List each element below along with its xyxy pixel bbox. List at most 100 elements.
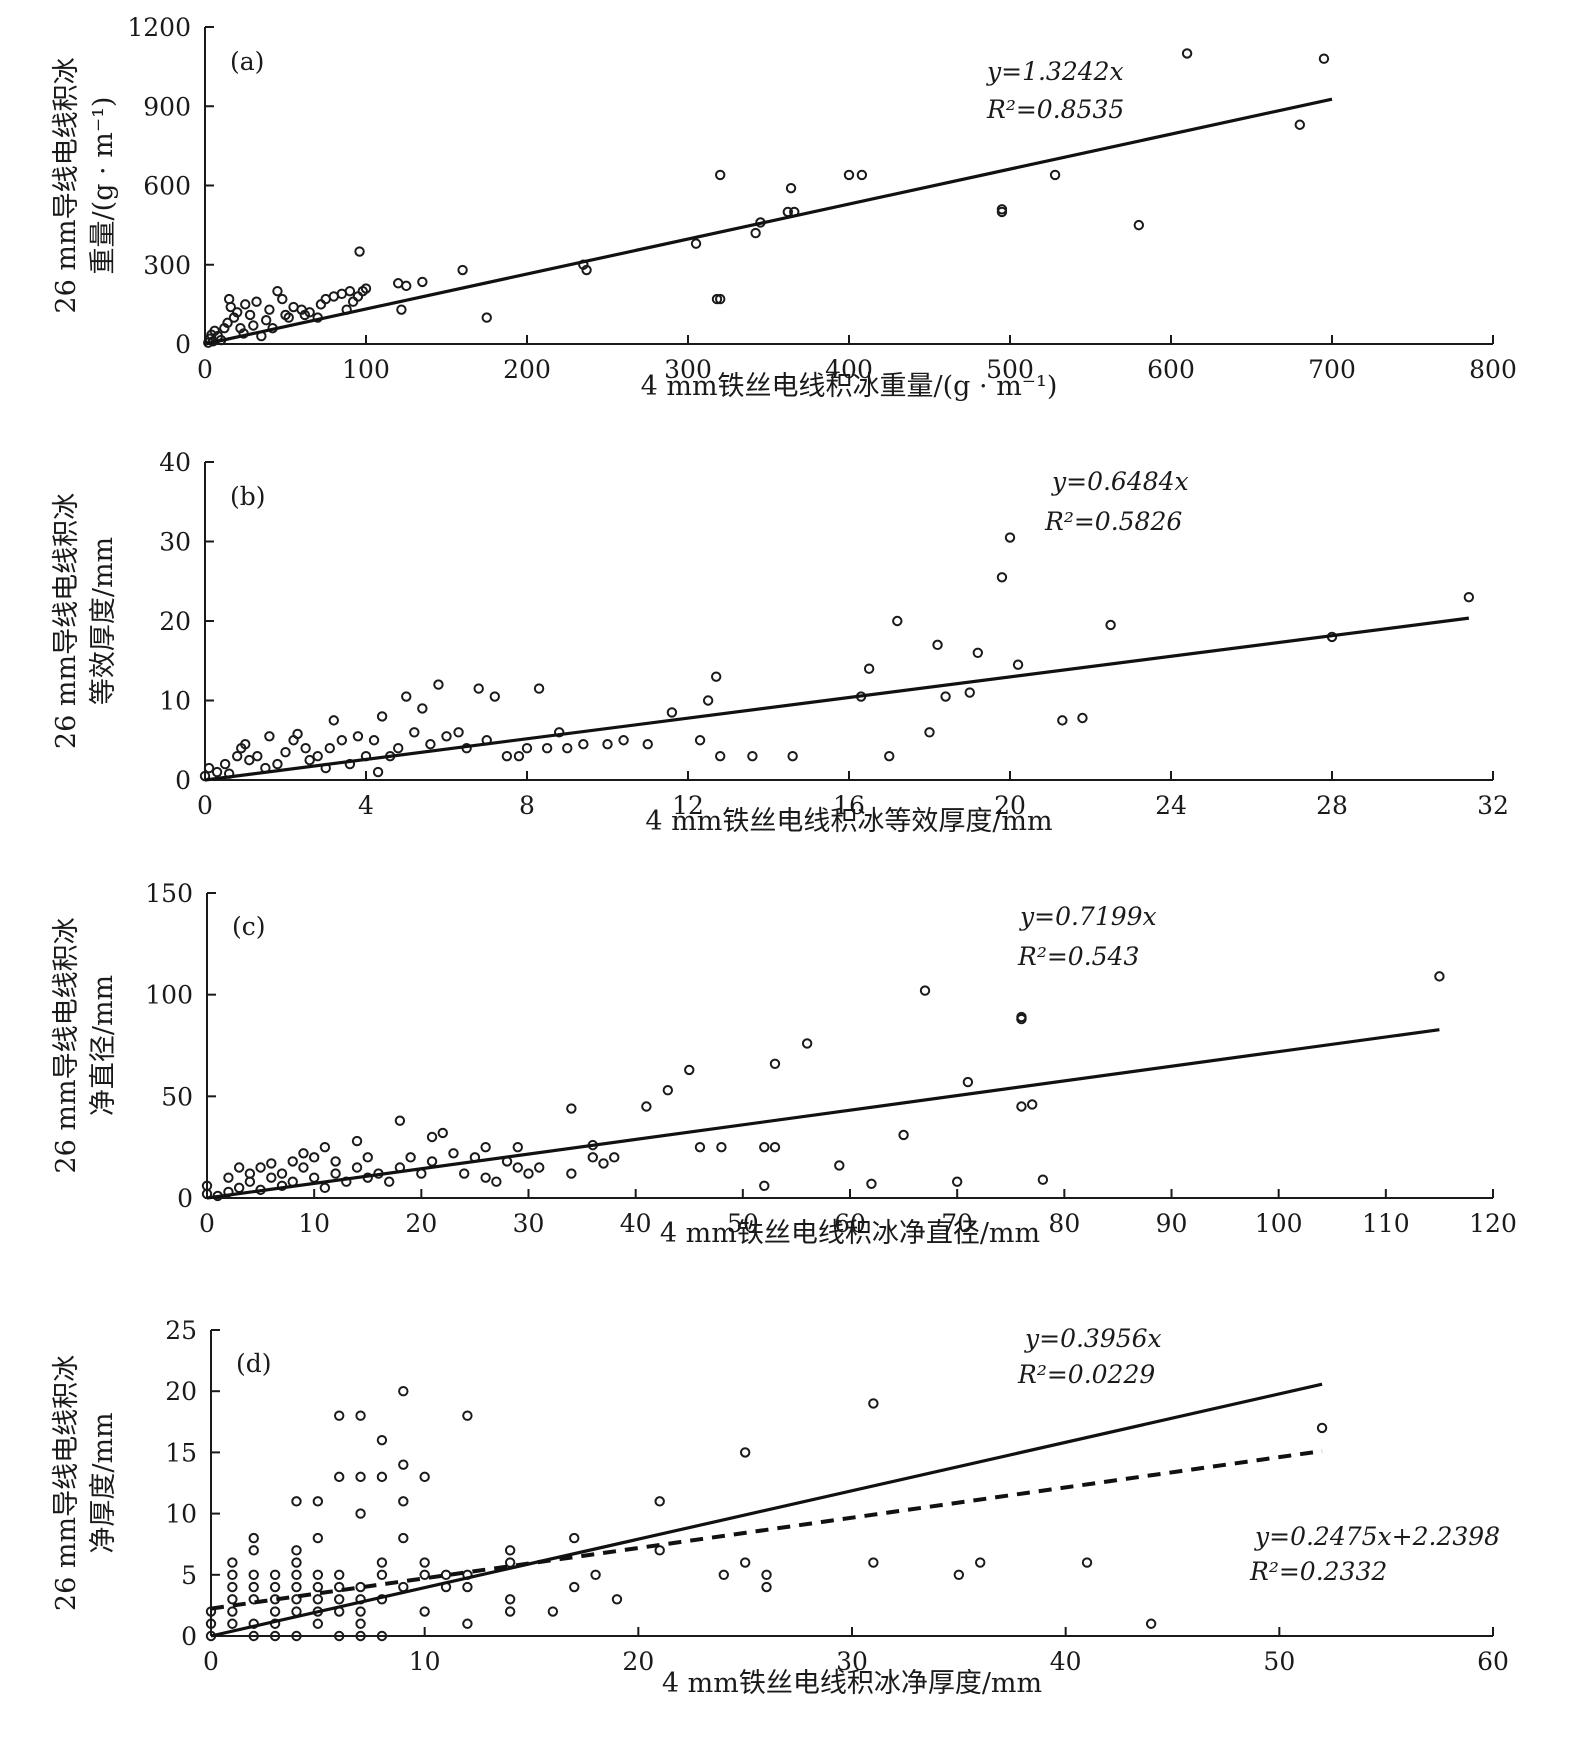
- data-point: [480, 1141, 491, 1153]
- data-point: [1294, 119, 1306, 130]
- x-tick-label: 60: [1477, 1647, 1509, 1676]
- data-point: [396, 304, 407, 315]
- data-point: [328, 715, 339, 726]
- data-point: [312, 1569, 324, 1581]
- fit-r-squared: R²=0.0229: [1017, 1360, 1155, 1389]
- x-tick-label: 20: [405, 1209, 437, 1238]
- data-point: [953, 1569, 965, 1581]
- data-point: [272, 758, 283, 770]
- data-point: [856, 169, 868, 181]
- data-point: [1316, 1422, 1328, 1434]
- data-point: [924, 727, 935, 738]
- data-point: [654, 1496, 665, 1507]
- data-point: [355, 1471, 366, 1483]
- data-point: [598, 1158, 609, 1169]
- data-point: [398, 1386, 409, 1397]
- data-point: [750, 227, 761, 239]
- data-point: [354, 246, 365, 257]
- data-point: [996, 204, 1008, 215]
- data-point: [248, 1581, 259, 1593]
- data-point: [715, 293, 726, 305]
- x-tick-label: 60: [834, 1209, 866, 1238]
- data-point: [312, 1594, 324, 1605]
- data-point: [291, 1594, 302, 1605]
- data-point: [609, 1152, 620, 1163]
- data-point: [602, 739, 613, 750]
- x-axis-title: 4 mm铁丝电线积冰净直径/mm: [660, 1218, 1040, 1249]
- x-tick-label: 600: [1147, 355, 1195, 384]
- data-point: [355, 1508, 366, 1519]
- data-point: [291, 1496, 302, 1507]
- data-point: [962, 1076, 974, 1088]
- data-point: [308, 1172, 320, 1183]
- y-tick-label: 600: [143, 172, 191, 201]
- data-point: [398, 1496, 409, 1507]
- data-point: [300, 743, 311, 754]
- data-point: [355, 1606, 366, 1617]
- data-point: [739, 1447, 751, 1458]
- data-point: [534, 1162, 545, 1173]
- x-tick-label: 16: [833, 791, 865, 820]
- y-tick-label: 0: [175, 766, 191, 795]
- data-points: [203, 48, 1330, 348]
- x-tick-label: 100: [342, 355, 390, 384]
- data-point: [964, 687, 975, 698]
- data-point: [334, 1410, 345, 1421]
- data-point: [433, 679, 444, 690]
- fit-line: [204, 97, 1333, 346]
- x-tick-label: 8: [519, 791, 535, 820]
- y-axis-title-line1: 26 mm导线电线积冰: [51, 493, 82, 749]
- data-point: [453, 727, 464, 738]
- data-point: [277, 293, 288, 305]
- fit-equation: y=1.3242x: [986, 57, 1124, 86]
- data-point: [419, 1471, 430, 1483]
- y-tick-label: 0: [175, 330, 191, 359]
- data-point: [355, 1630, 366, 1642]
- data-point: [269, 1581, 281, 1593]
- data-point: [718, 1569, 729, 1581]
- data-point: [352, 731, 364, 742]
- data-point: [759, 1180, 770, 1192]
- data-point: [355, 1618, 366, 1629]
- fit-equation: y=0.3956x: [1024, 1324, 1162, 1353]
- x-tick-label: 70: [941, 1209, 973, 1238]
- data-point: [334, 1569, 345, 1581]
- y-tick-label: 150: [145, 879, 193, 908]
- fit-r-squared: R²=0.5826: [1044, 507, 1182, 536]
- data-point: [566, 1103, 577, 1114]
- data-point: [330, 1156, 341, 1167]
- x-tick-label: 700: [1308, 355, 1356, 384]
- data-point: [440, 1569, 452, 1581]
- data-point: [940, 691, 951, 702]
- data-point: [419, 1606, 430, 1617]
- x-tick-label: 30: [836, 1647, 868, 1676]
- data-point: [227, 1594, 238, 1605]
- data-point: [298, 1148, 309, 1159]
- data-point: [405, 1152, 416, 1163]
- fit-equation: y=0.6484x: [1051, 467, 1189, 496]
- data-point: [260, 315, 272, 326]
- panel-d: 0 10 20 30 40 50 60 0 5 10 15 20 25 4 mm铁丝电线积冰净厚度/mm 2…: [51, 1316, 1509, 1699]
- data-point: [376, 1557, 388, 1568]
- data-point: [248, 1545, 259, 1556]
- x-axis-title: 4 mm铁丝电线积冰净厚度/mm: [662, 1668, 1042, 1699]
- x-tick-label: 300: [664, 355, 712, 384]
- data-point: [225, 301, 236, 313]
- data-point: [383, 1176, 395, 1187]
- y-tick-label: 20: [165, 1377, 197, 1406]
- data-point: [457, 264, 468, 276]
- data-point: [417, 276, 428, 288]
- data-point: [501, 750, 513, 762]
- x-tick-label: 4: [358, 791, 374, 820]
- data-point: [715, 750, 726, 762]
- data-point: [298, 1162, 309, 1173]
- x-tick-label: 40: [1050, 1647, 1082, 1676]
- fit-r-squared: R²=0.543: [1017, 942, 1139, 971]
- data-point: [480, 1172, 491, 1183]
- data-point: [251, 296, 262, 307]
- data-point: [459, 1168, 470, 1179]
- data-point: [533, 683, 545, 694]
- data-point: [312, 1496, 324, 1507]
- data-point: [304, 754, 315, 766]
